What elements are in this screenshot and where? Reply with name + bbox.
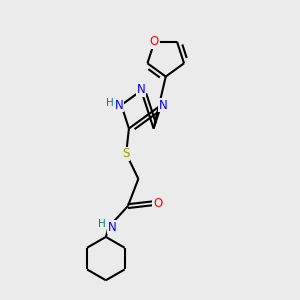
Text: O: O bbox=[150, 35, 159, 48]
Text: S: S bbox=[122, 147, 130, 160]
Text: N: N bbox=[159, 99, 168, 112]
Text: N: N bbox=[108, 220, 116, 234]
Text: N: N bbox=[115, 99, 124, 112]
Text: N: N bbox=[137, 83, 146, 96]
Text: O: O bbox=[153, 197, 162, 210]
Text: H: H bbox=[106, 98, 114, 108]
Text: H: H bbox=[98, 219, 106, 229]
